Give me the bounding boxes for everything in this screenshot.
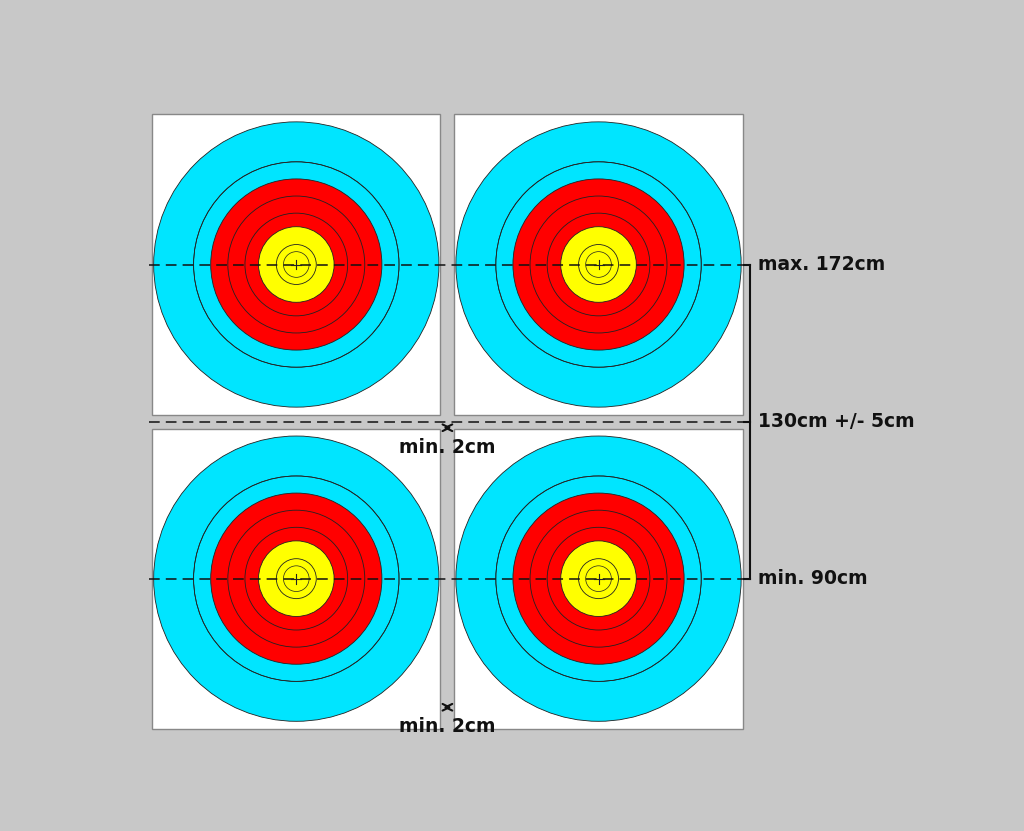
Text: max. 172cm: max. 172cm (758, 255, 886, 274)
Circle shape (561, 227, 636, 302)
Circle shape (513, 179, 684, 350)
Circle shape (530, 510, 667, 647)
Circle shape (547, 528, 650, 630)
Circle shape (579, 244, 618, 284)
Bar (153, 115, 440, 415)
Text: min. 90cm: min. 90cm (758, 569, 867, 588)
Circle shape (194, 162, 399, 367)
Circle shape (211, 179, 382, 350)
Circle shape (258, 227, 334, 302)
Circle shape (561, 541, 636, 617)
Circle shape (496, 162, 701, 367)
Circle shape (513, 493, 684, 664)
Circle shape (496, 476, 701, 681)
Bar (455, 115, 742, 415)
Circle shape (245, 528, 348, 630)
Circle shape (456, 122, 741, 407)
Text: min. 2cm: min. 2cm (399, 438, 496, 457)
Circle shape (456, 436, 741, 721)
Circle shape (227, 510, 365, 647)
Circle shape (276, 558, 316, 598)
Circle shape (547, 213, 650, 316)
Circle shape (276, 244, 316, 284)
Circle shape (211, 493, 382, 664)
Bar (153, 429, 440, 729)
Circle shape (154, 436, 439, 721)
Circle shape (579, 558, 618, 598)
Circle shape (227, 196, 365, 333)
Circle shape (530, 196, 667, 333)
Circle shape (245, 213, 348, 316)
Circle shape (154, 122, 439, 407)
Text: min. 2cm: min. 2cm (399, 717, 496, 736)
Text: 130cm +/- 5cm: 130cm +/- 5cm (758, 412, 914, 431)
Circle shape (258, 541, 334, 617)
Circle shape (194, 476, 399, 681)
Bar (455, 429, 742, 729)
